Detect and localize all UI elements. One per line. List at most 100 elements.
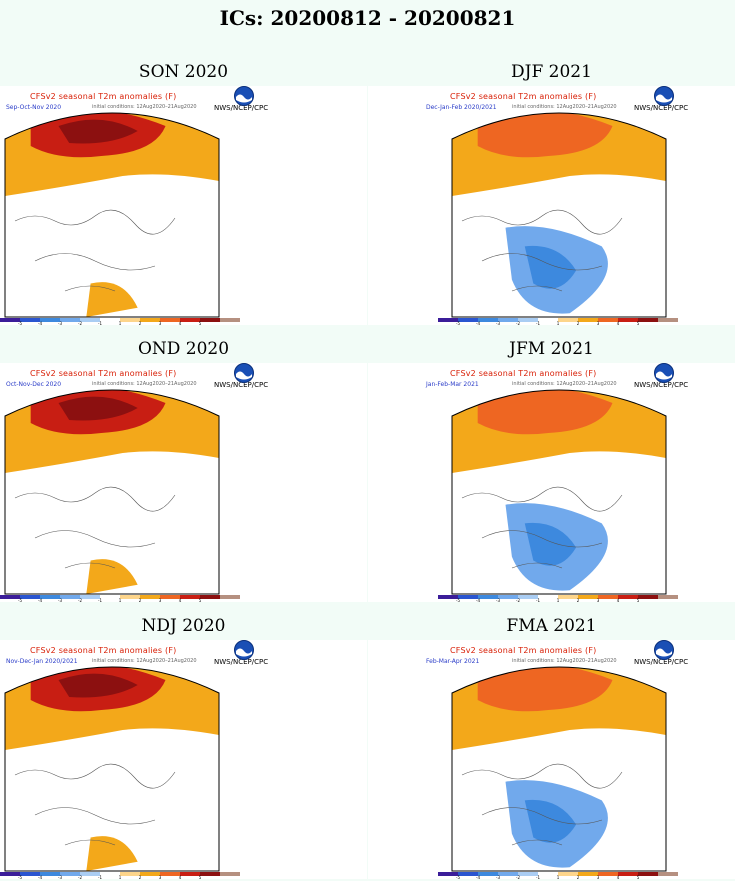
colorbar-tick: 5 — [637, 598, 640, 602]
colorbar-tick: -3 — [58, 598, 62, 602]
colorbar-swatch — [120, 595, 140, 599]
colorbar-swatch — [558, 872, 578, 876]
colorbar-swatch — [578, 318, 598, 322]
ic-note: initial conditions: 12Aug2020–21Aug2020 — [92, 658, 197, 664]
colorbar-swatch — [0, 595, 20, 599]
colorbar-tick: -1 — [98, 875, 102, 879]
colorbar-tick: -5 — [456, 875, 460, 879]
colorbar-tick: 5 — [637, 875, 640, 879]
colorbar-tick: 3 — [597, 321, 600, 325]
colorbar-swatch — [458, 595, 478, 599]
colorbar-swatch — [60, 872, 80, 876]
season-title: FMA 2021 — [506, 616, 597, 636]
map-caption: CFSv2 seasonal T2m anomalies (F) — [30, 92, 177, 101]
colorbar-swatch — [518, 318, 538, 322]
colorbar-tick: -4 — [476, 598, 480, 602]
colorbar-swatch — [518, 872, 538, 876]
colorbar-tick: 3 — [159, 321, 162, 325]
colorbar-swatch — [618, 872, 638, 876]
colorbar-swatch — [200, 318, 220, 322]
colorbar-swatch — [200, 595, 220, 599]
colorbar-swatch — [598, 872, 618, 876]
colorbar-swatch — [100, 595, 120, 599]
map-panel: CFSv2 seasonal T2m anomalies (F) Feb-Mar-… — [368, 640, 735, 879]
map-months: Dec-Jan-Feb 2020/2021 — [426, 104, 497, 111]
colorbar-swatch — [200, 872, 220, 876]
colorbar-swatch — [538, 872, 558, 876]
colorbar-swatch — [538, 595, 558, 599]
colorbar-swatch — [20, 318, 40, 322]
colorbar-swatch — [558, 318, 578, 322]
map-cell: SON 2020 CFSv2 seasonal T2m anomalies (F)… — [0, 58, 367, 325]
season-title: OND 2020 — [137, 339, 230, 359]
anomaly-map: -5 -4 -3 -2 -1 1 2 3 4 5 — [438, 389, 678, 602]
map-caption: CFSv2 seasonal T2m anomalies (F) — [30, 646, 177, 655]
colorbar-swatch — [140, 595, 160, 599]
colorbar-tick: -1 — [536, 598, 540, 602]
ic-note: initial conditions: 12Aug2020–21Aug2020 — [92, 104, 197, 110]
colorbar-tick: 3 — [159, 598, 162, 602]
map-caption: CFSv2 seasonal T2m anomalies (F) — [450, 369, 597, 378]
colorbar-swatch — [0, 872, 20, 876]
colorbar-swatch — [438, 318, 458, 322]
colorbar-swatch — [160, 872, 180, 876]
colorbar-tick: -1 — [536, 321, 540, 325]
map-cell: JFM 2021 CFSv2 seasonal T2m anomalies (F)… — [368, 335, 735, 602]
colorbar-swatch — [180, 595, 200, 599]
colorbar-tick: 1 — [557, 875, 560, 879]
colorbar-tick: 3 — [597, 598, 600, 602]
ic-note: initial conditions: 12Aug2020–21Aug2020 — [512, 658, 617, 664]
colorbar-swatch — [80, 318, 100, 322]
season-title: NDJ 2020 — [141, 616, 226, 636]
colorbar-tick: -3 — [496, 875, 500, 879]
colorbar-tick: -5 — [18, 321, 22, 325]
map-cell: FMA 2021 CFSv2 seasonal T2m anomalies (F)… — [368, 612, 735, 879]
agency-label: NWS/NCEP/CPC — [634, 658, 689, 666]
map-months: Nov-Dec-Jan 2020/2021 — [6, 658, 78, 665]
colorbar-swatch — [80, 872, 100, 876]
colorbar-tick: 4 — [179, 598, 182, 602]
colorbar-swatch — [598, 318, 618, 322]
colorbar-swatch — [578, 595, 598, 599]
colorbar-tick: -4 — [38, 598, 42, 602]
map-panel: CFSv2 seasonal T2m anomalies (F) Oct-Nov-… — [0, 363, 367, 602]
colorbar-tick: 2 — [139, 321, 142, 325]
colorbar-tick: 4 — [179, 875, 182, 879]
noaa-logo-icon — [234, 86, 254, 106]
colorbar-swatch — [20, 872, 40, 876]
ic-note: initial conditions: 12Aug2020–21Aug2020 — [512, 381, 617, 387]
colorbar-swatch — [538, 318, 558, 322]
map-panel: CFSv2 seasonal T2m anomalies (F) Dec-Jan-… — [368, 86, 735, 325]
season-title: DJF 2021 — [511, 62, 592, 82]
colorbar-swatch — [0, 318, 20, 322]
colorbar-tick: -5 — [18, 598, 22, 602]
colorbar-tick: -3 — [58, 321, 62, 325]
colorbar-swatch — [40, 595, 60, 599]
map-months: Sep-Oct-Nov 2020 — [6, 104, 62, 111]
colorbar-swatch — [60, 595, 80, 599]
colorbar-swatch — [638, 595, 658, 599]
agency-label: NWS/NCEP/CPC — [634, 381, 689, 389]
colorbar-tick: 3 — [597, 875, 600, 879]
colorbar-tick: -1 — [536, 875, 540, 879]
colorbar-swatch — [658, 318, 678, 322]
colorbar-swatch — [638, 318, 658, 322]
colorbar-tick: 4 — [179, 321, 182, 325]
colorbar-tick: -4 — [476, 875, 480, 879]
colorbar-swatch — [220, 872, 240, 876]
agency-label: NWS/NCEP/CPC — [214, 658, 269, 666]
agency-label: NWS/NCEP/CPC — [214, 381, 269, 389]
colorbar-tick: 2 — [577, 321, 580, 325]
anomaly-map: -5 -4 -3 -2 -1 1 2 3 4 5 — [438, 112, 678, 325]
anomaly-map: -5 -4 -3 -2 -1 1 2 3 4 5 — [0, 112, 240, 325]
map-panel: CFSv2 seasonal T2m anomalies (F) Sep-Oct-… — [0, 86, 367, 325]
colorbar-swatch — [120, 318, 140, 322]
map-panel: CFSv2 seasonal T2m anomalies (F) Nov-Dec-… — [0, 640, 367, 879]
noaa-logo-icon — [234, 363, 254, 383]
colorbar-swatch — [120, 872, 140, 876]
colorbar-tick: -4 — [38, 875, 42, 879]
map-months: Oct-Nov-Dec 2020 — [6, 381, 62, 388]
colorbar-tick: 1 — [119, 598, 122, 602]
colorbar-tick: -4 — [38, 321, 42, 325]
season-title: SON 2020 — [138, 62, 229, 82]
